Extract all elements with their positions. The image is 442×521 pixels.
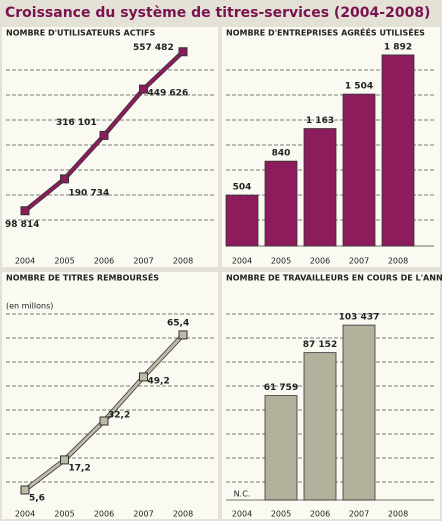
x-tick-label: 2007 bbox=[349, 257, 369, 266]
value-label: 103 437 bbox=[339, 313, 380, 323]
chart-title: NOMBRE D'ENTREPRISES AGRÉÉS UTILISÉES bbox=[226, 27, 425, 38]
value-label: 49,2 bbox=[148, 376, 170, 386]
x-tick-label: 2006 bbox=[310, 257, 330, 266]
chart-subtitle: (en millons) bbox=[6, 302, 53, 311]
point bbox=[139, 372, 148, 382]
value-label: 17,2 bbox=[69, 463, 91, 473]
value-label: 32,2 bbox=[108, 411, 130, 421]
bar bbox=[303, 128, 337, 247]
point bbox=[20, 206, 30, 216]
point bbox=[178, 47, 188, 57]
point bbox=[99, 416, 109, 426]
value-label: 557 482 bbox=[133, 43, 174, 53]
x-tick-label: 2005 bbox=[271, 257, 291, 266]
x-tick-label: 2007 bbox=[349, 510, 369, 519]
x-tick-label: 2004 bbox=[15, 510, 35, 519]
chart-title: NOMBRE D'UTILISATEURS ACTIFS bbox=[6, 29, 155, 38]
bar bbox=[225, 194, 259, 247]
x-tick-label: 2005 bbox=[54, 257, 74, 266]
value-label: N.C. bbox=[234, 490, 251, 499]
value-label: 98 814 bbox=[5, 220, 39, 230]
x-tick-label: 2008 bbox=[173, 510, 193, 519]
value-label: 1 163 bbox=[306, 116, 334, 126]
x-tick-label: 2007 bbox=[133, 257, 153, 266]
x-tick-label: 2008 bbox=[388, 257, 408, 266]
x-tick-label: 2006 bbox=[310, 510, 330, 519]
x-tick-label: 2006 bbox=[94, 257, 114, 266]
x-tick-label: 2004 bbox=[232, 257, 252, 266]
bar bbox=[342, 93, 376, 247]
x-tick-label: 2005 bbox=[271, 510, 291, 519]
bar bbox=[381, 54, 415, 247]
value-label: 190 734 bbox=[69, 188, 110, 198]
point bbox=[20, 485, 30, 495]
chart-title: NOMBRE DE TITRES REMBOURSÉS bbox=[6, 272, 159, 283]
bar bbox=[303, 352, 337, 501]
value-label: 1 504 bbox=[345, 82, 373, 92]
value-label: 504 bbox=[233, 183, 252, 193]
x-tick-label: 2007 bbox=[133, 510, 153, 519]
point bbox=[60, 455, 69, 465]
x-tick-label: 2004 bbox=[232, 510, 252, 519]
bar bbox=[264, 395, 298, 501]
x-tick-label: 2008 bbox=[173, 257, 193, 266]
panel bbox=[2, 27, 218, 267]
point bbox=[60, 174, 69, 184]
bar bbox=[342, 324, 376, 501]
x-tick-label: 2004 bbox=[15, 257, 35, 266]
x-tick-label: 2008 bbox=[388, 510, 408, 519]
x-tick-label: 2005 bbox=[54, 510, 74, 519]
value-label: 87 152 bbox=[303, 340, 337, 350]
x-tick-label: 2006 bbox=[94, 510, 114, 519]
value-label: 316 101 bbox=[56, 118, 97, 128]
value-label: 65,4 bbox=[167, 318, 189, 328]
value-label: 449 626 bbox=[148, 89, 189, 99]
value-label: 5,6 bbox=[29, 493, 45, 503]
value-label: 61 759 bbox=[264, 383, 298, 393]
chart-title: NOMBRE DE TRAVAILLEURS EN COURS DE L'ANN… bbox=[226, 272, 442, 283]
value-label: 840 bbox=[272, 149, 291, 159]
page-title: Croissance du système de titres-services… bbox=[5, 5, 430, 21]
point bbox=[99, 130, 109, 140]
value-label: 1 892 bbox=[384, 42, 412, 52]
point bbox=[139, 84, 148, 94]
point bbox=[178, 330, 188, 340]
bar bbox=[264, 160, 298, 247]
